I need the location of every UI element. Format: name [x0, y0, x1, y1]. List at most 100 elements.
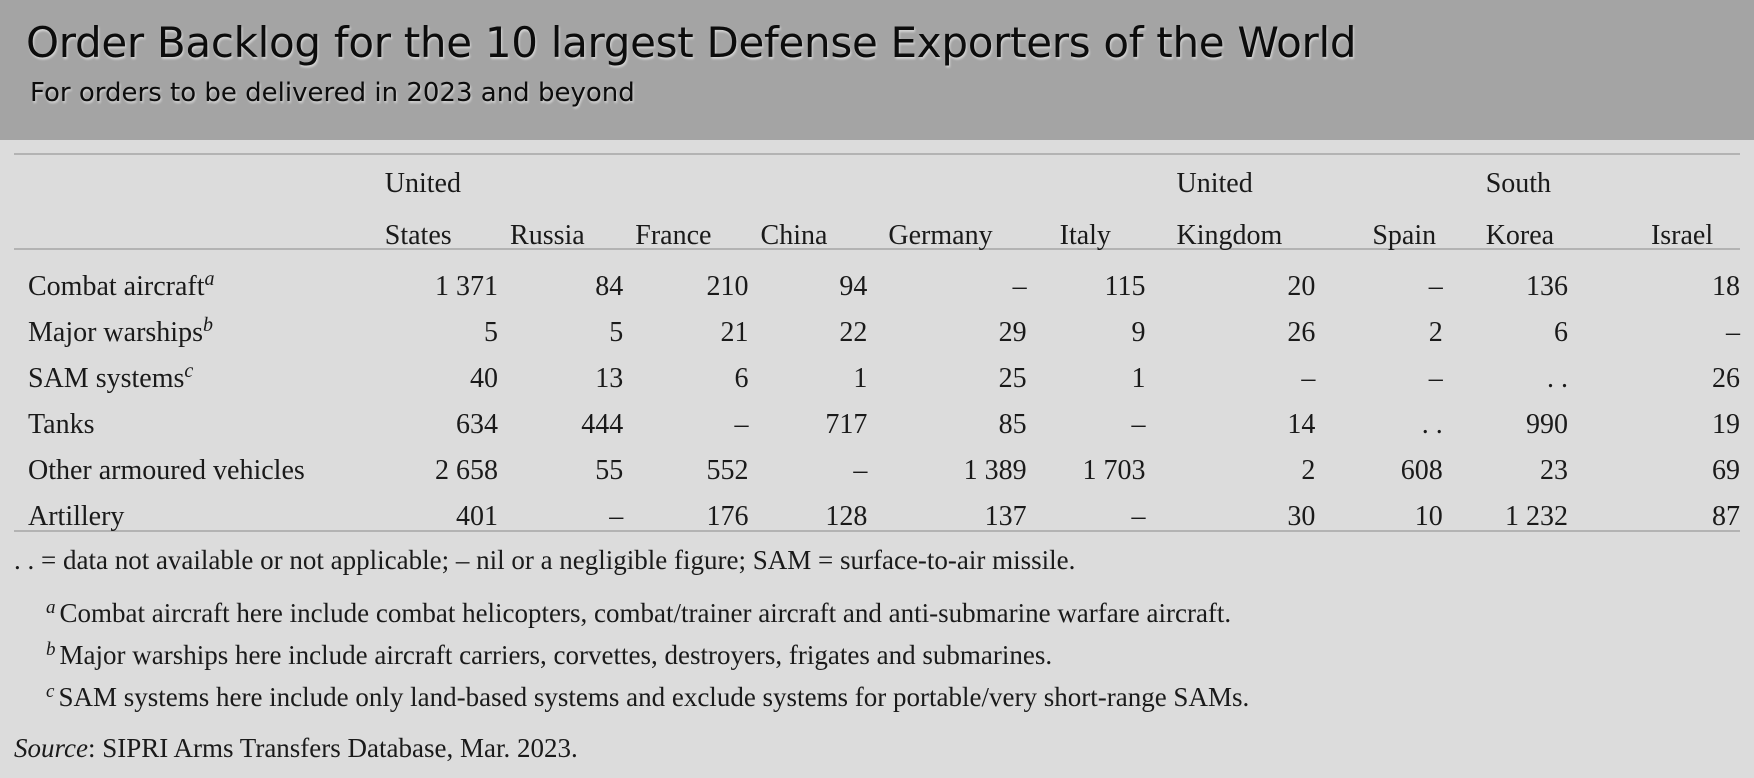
- column-header: South Korea: [1485, 168, 1555, 251]
- table-cell: 136: [1525, 271, 1568, 302]
- table-cell: 20: [1287, 271, 1316, 302]
- table-body: Combat aircrafta 1 371 84 210 94–115 20–136 18…: [14, 262, 1740, 540]
- table-cell: 2 658: [435, 455, 499, 486]
- table-cell: 128: [825, 501, 868, 532]
- row-label: Major warshipsb: [28, 314, 213, 348]
- table-cell: 26: [1712, 363, 1740, 394]
- row-label: Other armoured vehicles: [28, 455, 305, 486]
- table-cell: 87: [1712, 501, 1740, 532]
- table-cell: 30: [1287, 501, 1316, 532]
- page-title: Order Backlog for the 10 largest Defense…: [26, 18, 1357, 67]
- column-header: China: [760, 220, 828, 251]
- table-cell: –: [609, 501, 624, 532]
- column-header: Germany: [888, 220, 993, 251]
- table-cell: –: [853, 455, 868, 486]
- table-cell: 552: [706, 455, 749, 486]
- column-header: Italy: [1059, 220, 1111, 251]
- table-cell: –: [1428, 271, 1443, 302]
- table-cell: 210: [706, 271, 749, 302]
- table-cell: 26: [1287, 317, 1316, 348]
- table-cell: 84: [595, 271, 624, 302]
- row-label: Artillery: [28, 501, 125, 532]
- table-cell: 55: [595, 455, 624, 486]
- table-cell: 2: [1428, 317, 1443, 348]
- column-header: France: [635, 220, 712, 251]
- table-cell: 6: [734, 363, 749, 394]
- table-top-rule: [14, 153, 1740, 155]
- row-label: SAM systemsc: [28, 360, 194, 394]
- table-cell: 1: [1131, 363, 1146, 394]
- corner-cell: [14, 158, 373, 262]
- backlog-table: United States Russia France China Germany…: [14, 158, 1740, 540]
- table-row: Combat aircrafta 1 371 84 210 94 – 115 20 – 136 18: [14, 262, 1740, 310]
- table-cell: 608: [1400, 455, 1443, 486]
- table-cell: 94: [839, 271, 868, 302]
- footnote-marker: a: [204, 268, 215, 290]
- table-row: Major warshipsb 5 5 21 22 29 9 26 2 6–: [14, 310, 1740, 356]
- table-cell: 69: [1712, 455, 1740, 486]
- table-row: Other armoured vehicles 2 658 55 552 – 1 389 1…: [14, 448, 1740, 494]
- table-cell: 22: [839, 317, 868, 348]
- table-cell: –: [1301, 363, 1316, 394]
- footnote-a: a Combat aircraft here include combat hel…: [46, 597, 1232, 628]
- table-cell: 29: [998, 317, 1027, 348]
- table-cell: 5: [609, 317, 624, 348]
- table-header-rule: [14, 248, 1740, 250]
- table-cell: 444: [581, 409, 624, 440]
- table-cell: –: [1012, 271, 1027, 302]
- header-row: United States Russia France China Germany…: [14, 158, 1740, 262]
- legend-note: . . = data not available or not applicab…: [14, 545, 1076, 575]
- table-row: Artillery 401 – 176 128 137 – 30 10 1 232 87: [14, 494, 1740, 540]
- table-cell: 5: [484, 317, 499, 348]
- title-banner: Order Backlog for the 10 largest Defense…: [0, 0, 1754, 140]
- footnote-b: b Major warships here include aircraft ca…: [46, 639, 1053, 670]
- table-cell: 1 389: [963, 455, 1027, 486]
- table-cell: . .: [1546, 363, 1568, 394]
- table-cell: –: [1726, 317, 1740, 348]
- table-cell: 634: [456, 409, 499, 440]
- table-cell: 23: [1539, 455, 1568, 486]
- table-cell: –: [1428, 363, 1443, 394]
- column-header: United States: [384, 168, 461, 251]
- table-row: SAM systemsc 40 13 6 1 25 1 – – . . 26: [14, 356, 1740, 402]
- footnote-marker: c: [184, 360, 194, 382]
- table-cell: 10: [1414, 501, 1443, 532]
- table-cell: 18: [1712, 271, 1740, 302]
- table-cell: . .: [1421, 409, 1443, 440]
- table-cell: –: [1131, 409, 1146, 440]
- footnote-c: c SAM systems here include only land-base…: [46, 681, 1250, 712]
- row-label: Tanks: [28, 409, 95, 440]
- table-cell: 14: [1287, 409, 1316, 440]
- table-cell: 85: [998, 409, 1027, 440]
- table-cell: 176: [706, 501, 749, 532]
- table-cell: 1 232: [1504, 501, 1568, 532]
- table-cell: 1 371: [435, 271, 499, 302]
- table-cell: 25: [998, 363, 1027, 394]
- column-header: Russia: [510, 220, 585, 251]
- table-cell: 2: [1301, 455, 1316, 486]
- page-subtitle: For orders to be delivered in 2023 and b…: [30, 78, 635, 108]
- column-header: United Kingdom: [1176, 168, 1283, 251]
- table-row: Tanks 634 444 – 717 85 – 14 . . 990 19: [14, 402, 1740, 448]
- table-cell: 137: [984, 501, 1027, 532]
- footnote-marker: b: [202, 314, 213, 336]
- column-header: Israel: [1650, 220, 1714, 251]
- table-cell: 6: [1553, 317, 1568, 348]
- table-cell: 40: [470, 363, 499, 394]
- table-cell: 13: [595, 363, 624, 394]
- table-cell: 717: [825, 409, 868, 440]
- table-cell: 21: [720, 317, 749, 348]
- table-cell: 1 703: [1082, 455, 1146, 486]
- table-cell: –: [1131, 501, 1146, 532]
- table-cell: 19: [1712, 409, 1740, 440]
- table-cell: 1: [853, 363, 868, 394]
- table-cell: 990: [1525, 409, 1568, 440]
- table-cell: 401: [456, 501, 499, 532]
- column-header: Spain: [1372, 220, 1437, 251]
- table-cell: 115: [1104, 271, 1146, 302]
- table-cell: –: [734, 409, 749, 440]
- source-note: Source: SIPRI Arms Transfers Database, M…: [14, 733, 578, 763]
- row-label: Combat aircrafta: [28, 268, 215, 302]
- table-cell: 9: [1131, 317, 1146, 348]
- table-bottom-rule: [14, 530, 1740, 532]
